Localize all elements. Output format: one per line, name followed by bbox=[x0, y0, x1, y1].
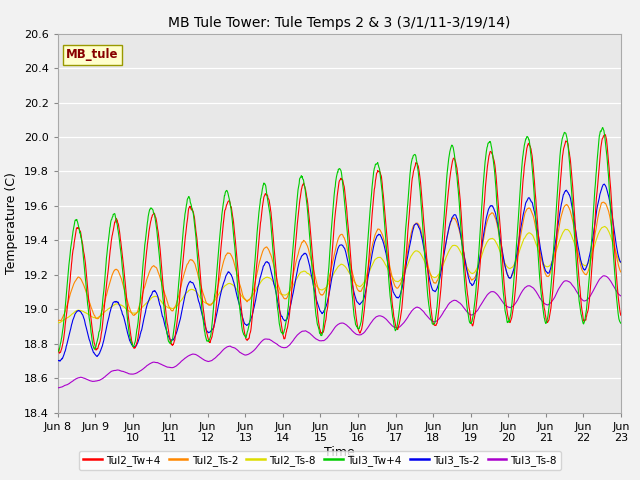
Legend: Tul2_Tw+4, Tul2_Ts-2, Tul2_Ts-8, Tul3_Tw+4, Tul3_Ts-2, Tul3_Ts-8: Tul2_Tw+4, Tul2_Ts-2, Tul2_Ts-8, Tul3_Tw… bbox=[79, 451, 561, 470]
Text: MB_tule: MB_tule bbox=[66, 48, 118, 61]
Y-axis label: Temperature (C): Temperature (C) bbox=[5, 172, 18, 274]
X-axis label: Time: Time bbox=[324, 446, 355, 459]
Title: MB Tule Tower: Tule Temps 2 & 3 (3/1/11-3/19/14): MB Tule Tower: Tule Temps 2 & 3 (3/1/11-… bbox=[168, 16, 510, 30]
